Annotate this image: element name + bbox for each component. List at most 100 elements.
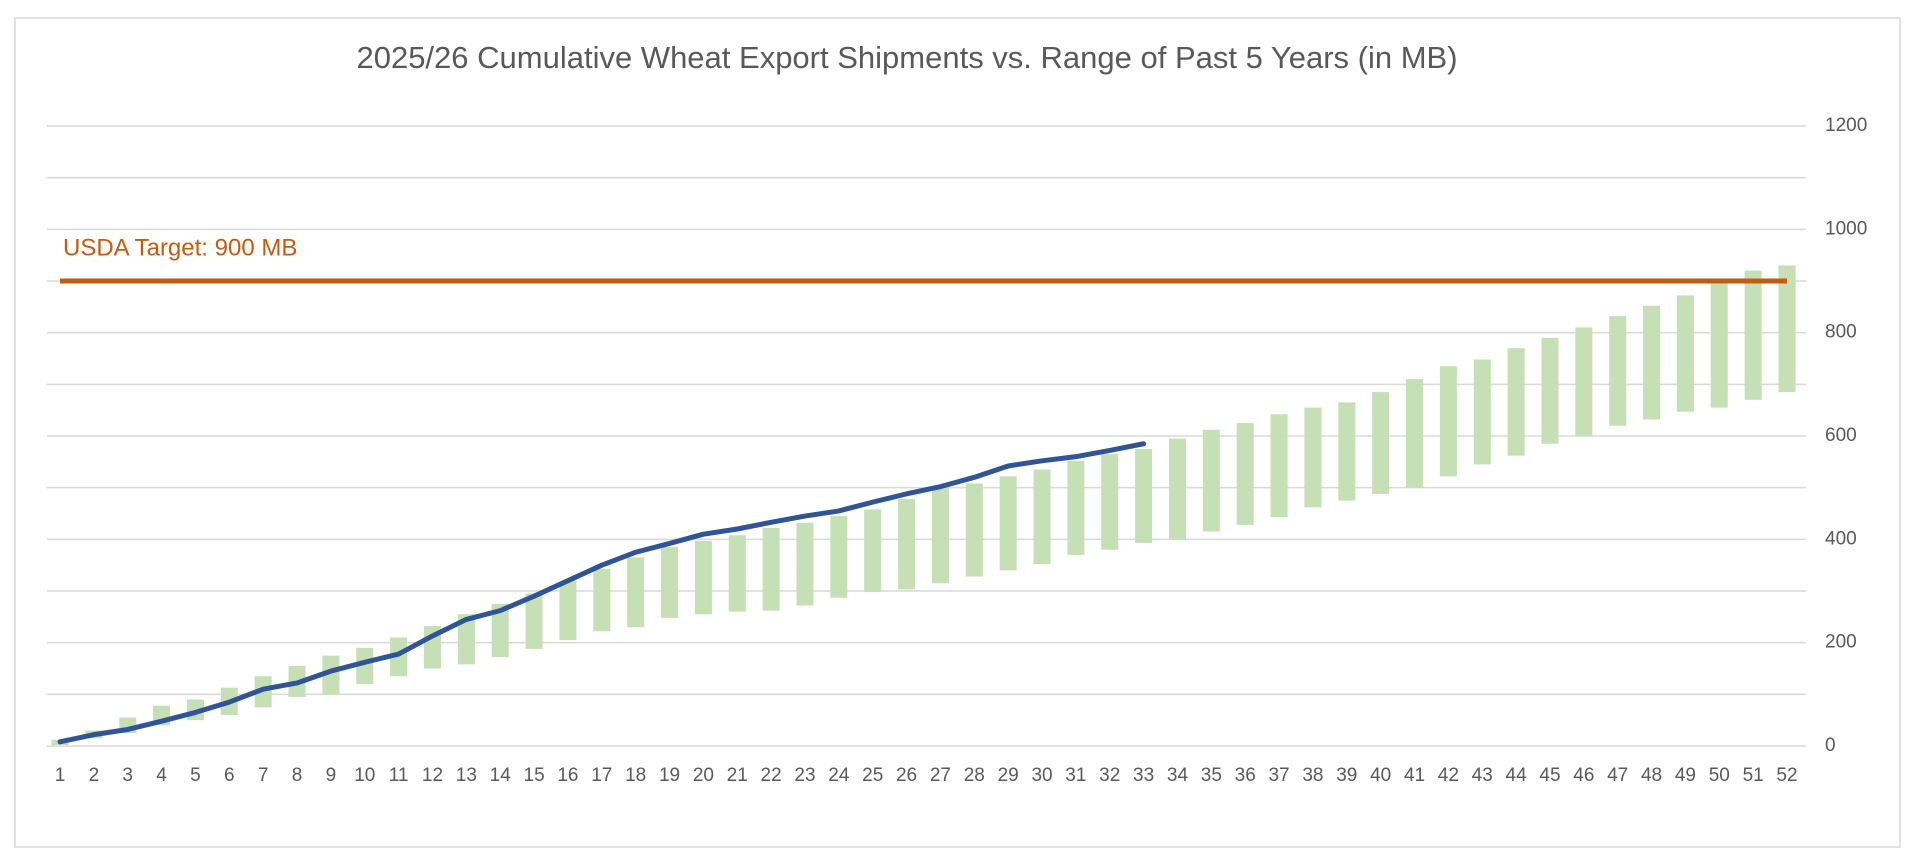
range-bar	[1338, 402, 1356, 501]
range-bar	[1744, 270, 1762, 400]
range-bar	[1033, 469, 1051, 565]
x-tick-label: 14	[490, 765, 512, 786]
x-tick-label: 31	[1065, 765, 1086, 786]
x-tick-label: 2	[89, 765, 100, 786]
range-bar	[864, 509, 882, 593]
x-tick-label: 21	[727, 765, 748, 786]
range-bar	[830, 516, 848, 598]
x-tick-label: 13	[456, 765, 477, 786]
range-bar	[1406, 379, 1424, 488]
x-tick-label: 38	[1302, 765, 1323, 786]
range-bar	[390, 637, 408, 677]
range-bar	[965, 483, 983, 577]
x-tick-label: 11	[389, 765, 409, 786]
y-tick-label: 1200	[1825, 115, 1867, 136]
chart-title: 2025/26 Cumulative Wheat Export Shipment…	[356, 40, 1457, 75]
x-tick-label: 37	[1268, 765, 1289, 786]
range-bar	[1710, 283, 1728, 408]
x-tick-label: 18	[625, 765, 646, 786]
x-tick-label: 17	[591, 765, 612, 786]
x-tick-label: 50	[1709, 765, 1730, 786]
range-bar	[1473, 359, 1491, 465]
range-bar	[593, 568, 611, 632]
range-bar	[457, 614, 475, 665]
x-tick-label: 16	[557, 765, 578, 786]
x-tick-label: 25	[862, 765, 883, 786]
range-bar	[356, 647, 374, 684]
range-bar	[1101, 454, 1119, 550]
x-tick-label: 51	[1743, 765, 1764, 786]
x-tick-label: 3	[122, 765, 133, 786]
x-tick-label: 42	[1438, 765, 1459, 786]
x-tick-label: 10	[354, 765, 375, 786]
x-tick-label: 35	[1201, 765, 1222, 786]
x-tick-label: 9	[326, 765, 337, 786]
range-bar	[1168, 438, 1186, 540]
y-tick-label: 600	[1825, 425, 1857, 446]
x-tick-label: 44	[1506, 765, 1528, 786]
range-bar	[1541, 337, 1559, 444]
x-tick-label: 12	[422, 765, 443, 786]
y-tick-label: 400	[1825, 528, 1857, 549]
y-tick-label: 1000	[1825, 218, 1867, 239]
range-bar	[1439, 366, 1457, 477]
y-tick-label: 200	[1825, 632, 1857, 653]
chart-border	[14, 17, 1901, 848]
range-bar	[559, 580, 577, 641]
x-tick-label: 8	[292, 765, 303, 786]
x-tick-label: 19	[659, 765, 680, 786]
range-bar	[1609, 316, 1627, 426]
x-tick-label: 28	[964, 765, 985, 786]
range-bar	[1202, 429, 1220, 532]
x-tick-label: 47	[1607, 765, 1628, 786]
x-tick-label: 46	[1573, 765, 1594, 786]
x-tick-label: 39	[1336, 765, 1357, 786]
x-tick-label: 29	[998, 765, 1019, 786]
range-bar	[728, 535, 746, 612]
x-tick-label: 40	[1370, 765, 1391, 786]
range-bar	[1575, 327, 1593, 436]
x-tick-label: 24	[828, 765, 850, 786]
x-tick-label: 41	[1404, 765, 1425, 786]
x-tick-label: 20	[693, 765, 714, 786]
x-tick-label: 22	[761, 765, 782, 786]
target-label: USDA Target: 900 MB	[63, 234, 297, 261]
x-tick-label: 36	[1235, 765, 1256, 786]
range-bar	[1372, 392, 1390, 494]
x-tick-label: 43	[1472, 765, 1493, 786]
x-tick-label: 45	[1539, 765, 1560, 786]
x-tick-label: 23	[794, 765, 815, 786]
x-tick-label: 34	[1167, 765, 1189, 786]
range-bar	[898, 499, 916, 590]
x-tick-label: 30	[1031, 765, 1052, 786]
range-bar	[1135, 448, 1153, 543]
x-tick-label: 33	[1133, 765, 1154, 786]
range-bar	[1676, 295, 1694, 412]
range-bar	[1067, 460, 1085, 555]
y-tick-label: 800	[1825, 322, 1857, 343]
range-bar	[491, 603, 509, 658]
x-tick-label: 1	[55, 765, 66, 786]
range-bar	[1778, 265, 1796, 393]
x-tick-label: 4	[156, 765, 167, 786]
range-bar	[1643, 305, 1661, 420]
x-tick-label: 49	[1675, 765, 1696, 786]
range-bar	[661, 547, 679, 618]
range-bar	[694, 540, 712, 615]
range-bar	[931, 487, 949, 584]
range-bar	[1507, 348, 1525, 456]
range-bar	[322, 655, 340, 695]
x-tick-label: 32	[1099, 765, 1120, 786]
x-tick-label: 6	[224, 765, 235, 786]
y-tick-label: 0	[1825, 735, 1836, 756]
x-tick-label: 26	[896, 765, 917, 786]
shipment-line	[57, 441, 1147, 745]
x-tick-label: 27	[930, 765, 951, 786]
range-bar	[525, 593, 543, 649]
range-bar	[1236, 423, 1254, 525]
range-bar	[796, 522, 814, 606]
x-tick-label: 7	[258, 765, 269, 786]
x-tick-label: 15	[524, 765, 545, 786]
x-tick-label: 48	[1641, 765, 1662, 786]
